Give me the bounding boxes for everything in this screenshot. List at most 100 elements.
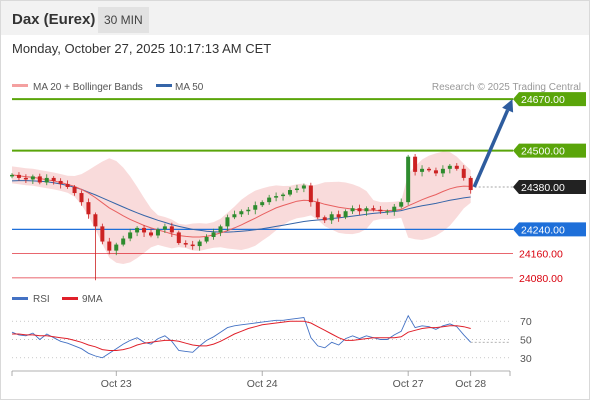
candle-body (413, 156, 418, 172)
candle-body (301, 185, 306, 189)
candle-body (121, 238, 126, 245)
candle-body (308, 185, 313, 203)
candle-body (294, 188, 299, 191)
candle-body (239, 211, 244, 215)
candle-body (135, 227, 140, 233)
candle-body (385, 211, 390, 213)
x-tick-label: Oct 28 (455, 378, 486, 390)
candle-body (315, 202, 320, 218)
candle-body (468, 177, 473, 191)
candle-body (169, 226, 174, 233)
datetime-text: Monday, October 27, 2025 10:17:13 AM CET (12, 41, 272, 56)
candle-body (58, 180, 63, 184)
candle-body (322, 217, 327, 221)
rsi-legend-label: RSI (33, 294, 50, 305)
rsi-line (11, 314, 472, 359)
candle-body (23, 177, 28, 180)
candle-body (155, 229, 160, 236)
candle-body (72, 187, 77, 194)
candle-body (10, 174, 14, 177)
candle-body (253, 205, 258, 210)
credit-text: Research © 2025 Trading Central (432, 82, 581, 93)
candle-body (93, 214, 98, 227)
bollinger-band (12, 151, 471, 264)
candle-body (232, 214, 237, 218)
x-tick-label: Oct 24 (247, 378, 278, 390)
projection-arrow-shaft (472, 109, 510, 188)
candle-body (51, 177, 56, 181)
candle-body (329, 214, 334, 221)
level-tag (513, 180, 586, 194)
candle-body (246, 209, 251, 212)
level-tag-label: 24500.00 (521, 146, 565, 158)
level-label: 24160.00 (519, 249, 563, 261)
timeframe-button[interactable]: 30 MIN (98, 7, 149, 33)
candle-body (86, 202, 91, 215)
candle-body (190, 244, 195, 247)
candle-body (204, 236, 209, 242)
x-tick-label: Oct 27 (393, 378, 424, 390)
candle-body (288, 190, 292, 195)
candle-body (149, 232, 153, 236)
projection-arrow-head (502, 99, 514, 113)
candle-body (433, 170, 438, 174)
candle-body (364, 208, 369, 212)
ma50-legend-swatch (156, 84, 172, 87)
ma20-legend-swatch (12, 84, 28, 87)
candle-body (183, 243, 188, 245)
level-tag-label: 24240.00 (521, 224, 565, 236)
candle-body (454, 165, 459, 169)
candle-body (427, 168, 431, 171)
candle-body (162, 226, 167, 230)
candle-body (371, 208, 376, 210)
candle-body (447, 165, 452, 169)
candle-body (176, 232, 181, 244)
ma50-legend-label: MA 50 (175, 82, 204, 93)
candle-body (274, 196, 279, 198)
level-tag-label: 24670.00 (521, 94, 565, 106)
rsi-ma-legend-label: 9MA (82, 294, 103, 305)
candle-body (100, 226, 105, 242)
candle-body (37, 176, 42, 183)
candle-body (267, 197, 272, 203)
ma20-legend-label: MA 20 + Bollinger Bands (33, 82, 143, 93)
level-tag (513, 143, 586, 158)
candle-body (343, 211, 348, 218)
candle-body (336, 214, 341, 218)
rsi-tick-label: 70 (520, 316, 532, 328)
candle-body (399, 202, 404, 207)
level-tag (513, 222, 586, 237)
candle-body (350, 208, 355, 212)
candle-body (65, 183, 70, 187)
candle-body (79, 193, 84, 203)
candle-body (107, 241, 112, 251)
rsi-tick-label: 30 (520, 353, 532, 365)
instrument-title: Dax (Eurex) (12, 11, 96, 28)
level-label: 24080.00 (519, 273, 563, 285)
level-tag-label: 24380.00 (521, 182, 565, 194)
rsi-ma-line (12, 320, 471, 351)
candle-body (211, 232, 216, 237)
candle-body (357, 208, 362, 212)
candle-body (406, 156, 411, 203)
candle-body (142, 227, 147, 233)
candle-body (128, 232, 133, 239)
candle-body (225, 217, 230, 227)
candle-body (260, 202, 265, 206)
candle-body (218, 226, 223, 233)
candle-body (30, 176, 35, 180)
level-tag (513, 92, 586, 107)
candle-body (461, 168, 466, 178)
candle-body (392, 206, 397, 212)
rsi-ma-legend-swatch (62, 297, 78, 300)
candle-body (420, 168, 425, 172)
candle-body (44, 177, 49, 183)
candle-body (16, 174, 21, 178)
chart-header: Dax (Eurex) 30 MIN (1, 1, 589, 35)
candle-body (378, 209, 383, 212)
rsi-legend-swatch (12, 297, 28, 300)
candle-body (197, 241, 202, 247)
candle-body (281, 194, 286, 197)
candle-body (440, 168, 445, 174)
